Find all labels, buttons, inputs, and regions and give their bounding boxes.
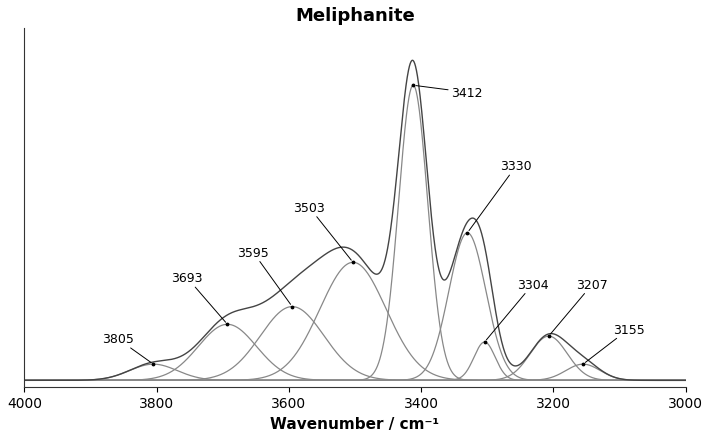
Text: 3207: 3207 [550, 278, 608, 334]
Text: 3155: 3155 [585, 323, 645, 363]
Text: 3304: 3304 [486, 278, 549, 340]
Title: Meliphanite: Meliphanite [295, 7, 415, 25]
Text: 3330: 3330 [469, 160, 532, 231]
Text: 3412: 3412 [416, 86, 482, 99]
Text: 3595: 3595 [237, 246, 290, 305]
Text: 3503: 3503 [293, 201, 351, 261]
Text: 3805: 3805 [102, 332, 151, 363]
X-axis label: Wavenumber / cm⁻¹: Wavenumber / cm⁻¹ [271, 416, 439, 431]
Text: 3693: 3693 [171, 272, 226, 322]
